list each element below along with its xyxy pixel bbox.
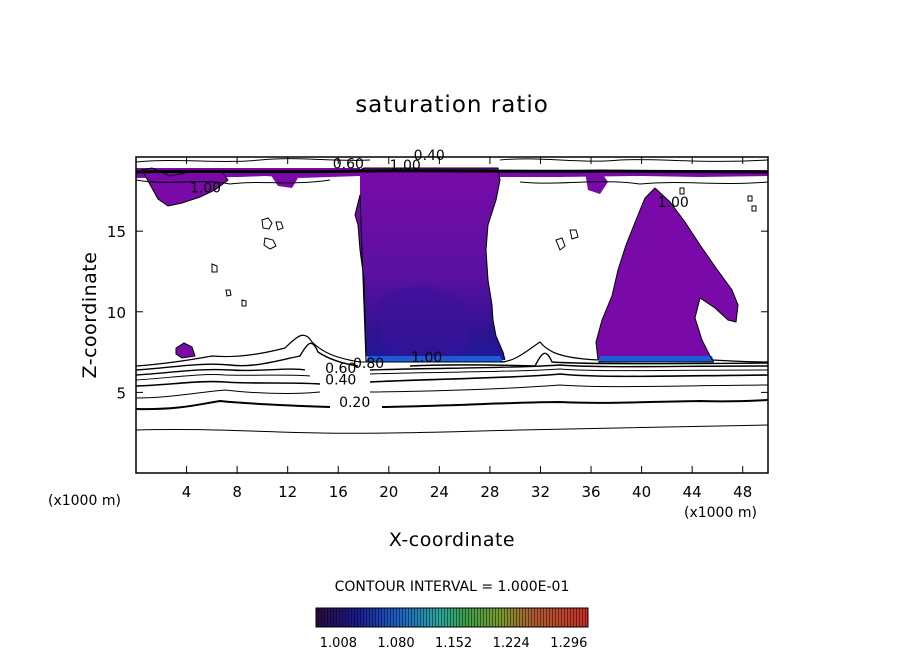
contour-line-020 [136, 399, 768, 411]
contour-label: 0.80 [353, 356, 384, 372]
y-axis-unit: (x1000 m) [48, 493, 121, 509]
contour-line-050 [136, 368, 768, 381]
y-axis-ticks: 5 10 15 [107, 223, 768, 402]
contour-cell [555, 237, 566, 251]
x-tick-label: 40 [632, 483, 651, 501]
contour-cell [751, 205, 757, 212]
x-tick-label: 48 [733, 483, 752, 501]
colorbar-ticks: 1.008 1.080 1.152 1.224 1.296 [320, 636, 588, 651]
contour-cell [263, 237, 277, 250]
contour-cell [211, 263, 218, 273]
contour-outline-upper-left [141, 167, 229, 207]
contour-lines [136, 158, 768, 434]
fill-region-central-base [366, 356, 503, 362]
isolated-cells [211, 187, 757, 307]
chart-title: saturation ratio [355, 92, 549, 118]
contour-cell [679, 187, 685, 195]
x-tick-label: 8 [232, 483, 242, 501]
colorbar-hatch [316, 608, 588, 627]
colorbar-tick-label: 1.152 [435, 636, 472, 651]
contour-cell [569, 229, 579, 240]
y-tick-label: 15 [107, 223, 126, 241]
contour-outline-right [595, 187, 739, 361]
y-axis-label: Z-coordinate [79, 252, 101, 379]
y-tick-label: 5 [116, 384, 126, 402]
contour-line-030 [136, 384, 768, 399]
x-tick-label: 32 [531, 483, 550, 501]
contour-outline-patch [175, 342, 196, 359]
contour-label: 0.60 [325, 361, 356, 377]
colorbar-tick-label: 1.224 [493, 636, 530, 651]
contour-label: 1.00 [190, 180, 221, 196]
contour-line-top [136, 179, 768, 185]
colorbar-frame [315, 607, 589, 628]
contour-label: 1.00 [411, 350, 442, 366]
contour-label: 0.20 [339, 395, 370, 411]
y-tick-label: 10 [107, 304, 126, 322]
contour-line-top [136, 169, 768, 174]
x-tick-label: 20 [379, 483, 398, 501]
x-tick-label: 4 [182, 483, 192, 501]
contour-line-060 [136, 364, 768, 376]
contour-interval-text: CONTOUR INTERVAL = 1.000E-01 [335, 579, 570, 595]
contour-label: 1.00 [390, 158, 421, 174]
contour-cell [225, 289, 232, 297]
fill-region-patch [176, 343, 195, 358]
colorbar-tick-label: 1.296 [550, 636, 587, 651]
x-axis-unit: (x1000 m) [684, 505, 757, 521]
x-tick-label: 28 [480, 483, 499, 501]
colorbar-tick-label: 1.080 [377, 636, 414, 651]
contour-cell [241, 299, 247, 307]
contour-line-080 [136, 342, 768, 371]
contour-cell [275, 221, 284, 231]
contour-line-low [136, 424, 768, 434]
contour-labels: 0.200.400.600.80 1.001.001.001.000.600.40 [190, 148, 689, 411]
contour-label: 0.60 [333, 156, 364, 172]
contour-fields [136, 158, 768, 434]
x-tick-label: 44 [683, 483, 702, 501]
contour-label: 0.40 [325, 372, 356, 388]
plot-frame [135, 156, 769, 474]
colorbar-tick-label: 1.008 [320, 636, 357, 651]
colorbar: 1.008 1.080 1.152 1.224 1.296 [315, 607, 589, 651]
x-tick-label: 12 [278, 483, 297, 501]
x-axis-label: X-coordinate [389, 529, 515, 551]
x-axis-ticks: 4 8 12 16 20 24 28 32 36 40 44 48 [182, 157, 752, 501]
x-tick-label: 16 [329, 483, 348, 501]
contour-label: 1.00 [658, 195, 689, 211]
contour-cell [261, 217, 273, 230]
contour-cell [747, 195, 753, 202]
contour-line-top [136, 158, 768, 163]
contour-line-040 [136, 373, 768, 387]
x-tick-label: 24 [430, 483, 449, 501]
contour-line-100 [136, 334, 768, 367]
fill-region-right-base [598, 356, 714, 362]
contour-label: 0.40 [414, 148, 445, 164]
x-tick-label: 36 [581, 483, 600, 501]
fill-region-central-core [380, 286, 470, 360]
contour-outline-central [354, 167, 506, 363]
fill-region-patch [270, 172, 298, 188]
